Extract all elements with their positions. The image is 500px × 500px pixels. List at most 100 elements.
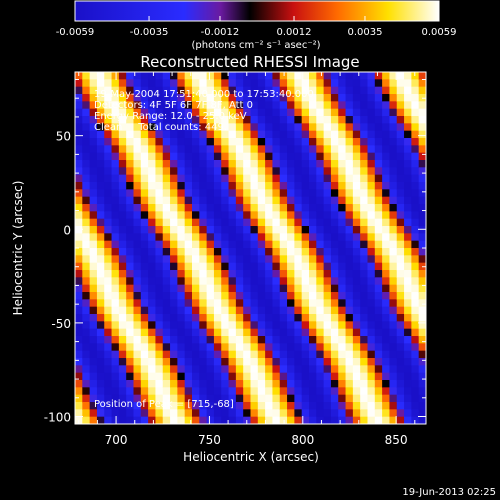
heatmap-cell bbox=[96, 130, 105, 139]
heatmap-cell bbox=[250, 306, 259, 315]
heatmap-cell bbox=[140, 72, 149, 80]
heatmap-cell bbox=[75, 270, 83, 278]
heatmap-cell bbox=[170, 299, 178, 308]
heatmap-cell bbox=[294, 233, 303, 242]
heatmap-cell bbox=[301, 350, 310, 359]
heatmap-cell bbox=[96, 270, 105, 278]
heatmap-cell bbox=[389, 233, 398, 242]
heatmap-cell bbox=[75, 211, 83, 220]
heatmap-cell bbox=[360, 233, 369, 242]
heatmap-cell bbox=[374, 145, 383, 154]
heatmap-cell bbox=[199, 255, 208, 264]
heatmap-cell bbox=[265, 270, 274, 278]
heatmap-cell bbox=[418, 306, 426, 315]
heatmap-cell bbox=[360, 182, 369, 190]
heatmap-cell bbox=[118, 277, 127, 286]
heatmap-cell bbox=[148, 233, 157, 242]
heatmap-cell bbox=[126, 94, 135, 102]
heatmap-cell bbox=[96, 86, 105, 95]
heatmap-cell bbox=[96, 277, 105, 286]
heatmap-cell bbox=[118, 72, 127, 80]
heatmap-cell bbox=[279, 123, 288, 132]
heatmap-cell bbox=[389, 343, 398, 352]
heatmap-cell bbox=[213, 101, 222, 110]
heatmap-cell bbox=[140, 123, 149, 132]
heatmap-cell bbox=[374, 409, 383, 418]
heatmap-cell bbox=[199, 108, 208, 117]
heatmap-cell bbox=[235, 211, 244, 220]
heatmap-cell bbox=[243, 138, 252, 146]
heatmap-cell bbox=[235, 409, 244, 418]
heatmap-cell bbox=[199, 314, 208, 322]
heatmap-cell bbox=[287, 226, 295, 234]
heatmap-cell bbox=[396, 233, 405, 242]
heatmap-cell bbox=[206, 284, 215, 293]
heatmap-cell bbox=[279, 248, 288, 256]
heatmap-cell bbox=[75, 328, 83, 337]
heatmap-cell bbox=[345, 211, 354, 220]
heatmap-cell bbox=[126, 306, 135, 315]
heatmap-cell bbox=[382, 365, 391, 374]
heatmap-cell bbox=[287, 138, 295, 146]
heatmap-cell bbox=[360, 372, 369, 381]
heatmap-cell bbox=[155, 79, 164, 88]
heatmap-cell bbox=[345, 299, 354, 308]
heatmap-cell bbox=[265, 94, 274, 102]
heatmap-cell bbox=[279, 328, 288, 337]
heatmap-cell bbox=[82, 152, 91, 161]
heatmap-cell bbox=[257, 394, 266, 403]
heatmap-cell bbox=[206, 167, 215, 176]
heatmap-cell bbox=[309, 394, 317, 403]
heatmap-cell bbox=[352, 233, 361, 242]
heatmap-cell bbox=[96, 189, 105, 198]
heatmap-cell bbox=[287, 394, 295, 403]
heatmap-cell bbox=[111, 196, 120, 205]
heatmap-cell bbox=[294, 167, 303, 176]
heatmap-cell bbox=[89, 380, 98, 388]
heatmap-cell bbox=[418, 416, 426, 424]
heatmap-cell bbox=[257, 189, 266, 198]
heatmap-cell bbox=[382, 358, 391, 366]
heatmap-cell bbox=[265, 306, 274, 315]
heatmap-cell bbox=[126, 336, 135, 344]
heatmap-cell bbox=[360, 211, 369, 220]
heatmap-cell bbox=[82, 394, 91, 403]
heatmap-cell bbox=[213, 116, 222, 124]
heatmap-cell bbox=[345, 270, 354, 278]
heatmap-cell bbox=[155, 167, 164, 176]
heatmap-cell bbox=[316, 233, 325, 242]
heatmap-cell bbox=[140, 152, 149, 161]
heatmap-cell bbox=[287, 292, 295, 300]
heatmap-cell bbox=[221, 416, 230, 424]
heatmap-cell bbox=[338, 255, 347, 264]
heatmap-cell bbox=[155, 138, 164, 146]
heatmap-cell bbox=[89, 94, 98, 102]
heatmap-cell bbox=[96, 350, 105, 359]
heatmap-cell bbox=[96, 196, 105, 205]
heatmap-cell bbox=[265, 226, 274, 234]
heatmap-cell bbox=[330, 101, 339, 110]
heatmap-cell bbox=[126, 292, 135, 300]
heatmap-cell bbox=[89, 372, 98, 381]
heatmap-cell bbox=[250, 160, 259, 168]
heatmap-cell bbox=[257, 196, 266, 205]
heatmap-cell bbox=[265, 152, 274, 161]
heatmap-cell bbox=[170, 409, 178, 418]
heatmap-cell bbox=[140, 365, 149, 374]
heatmap-cell bbox=[367, 138, 376, 146]
heatmap-cell bbox=[411, 233, 420, 242]
heatmap-cell bbox=[126, 270, 135, 278]
heatmap-cell bbox=[272, 248, 281, 256]
heatmap-cell bbox=[272, 116, 281, 124]
heatmap-cell bbox=[192, 233, 200, 242]
heatmap-cell bbox=[338, 240, 347, 249]
heatmap-cell bbox=[228, 130, 237, 139]
heatmap-cell bbox=[272, 233, 281, 242]
heatmap-cell bbox=[287, 145, 295, 154]
heatmap-cell bbox=[206, 123, 215, 132]
heatmap-cell bbox=[316, 365, 325, 374]
heatmap-cell bbox=[367, 292, 376, 300]
heatmap-cell bbox=[374, 321, 383, 330]
heatmap-cell bbox=[96, 72, 105, 80]
heatmap-cell bbox=[374, 416, 383, 424]
